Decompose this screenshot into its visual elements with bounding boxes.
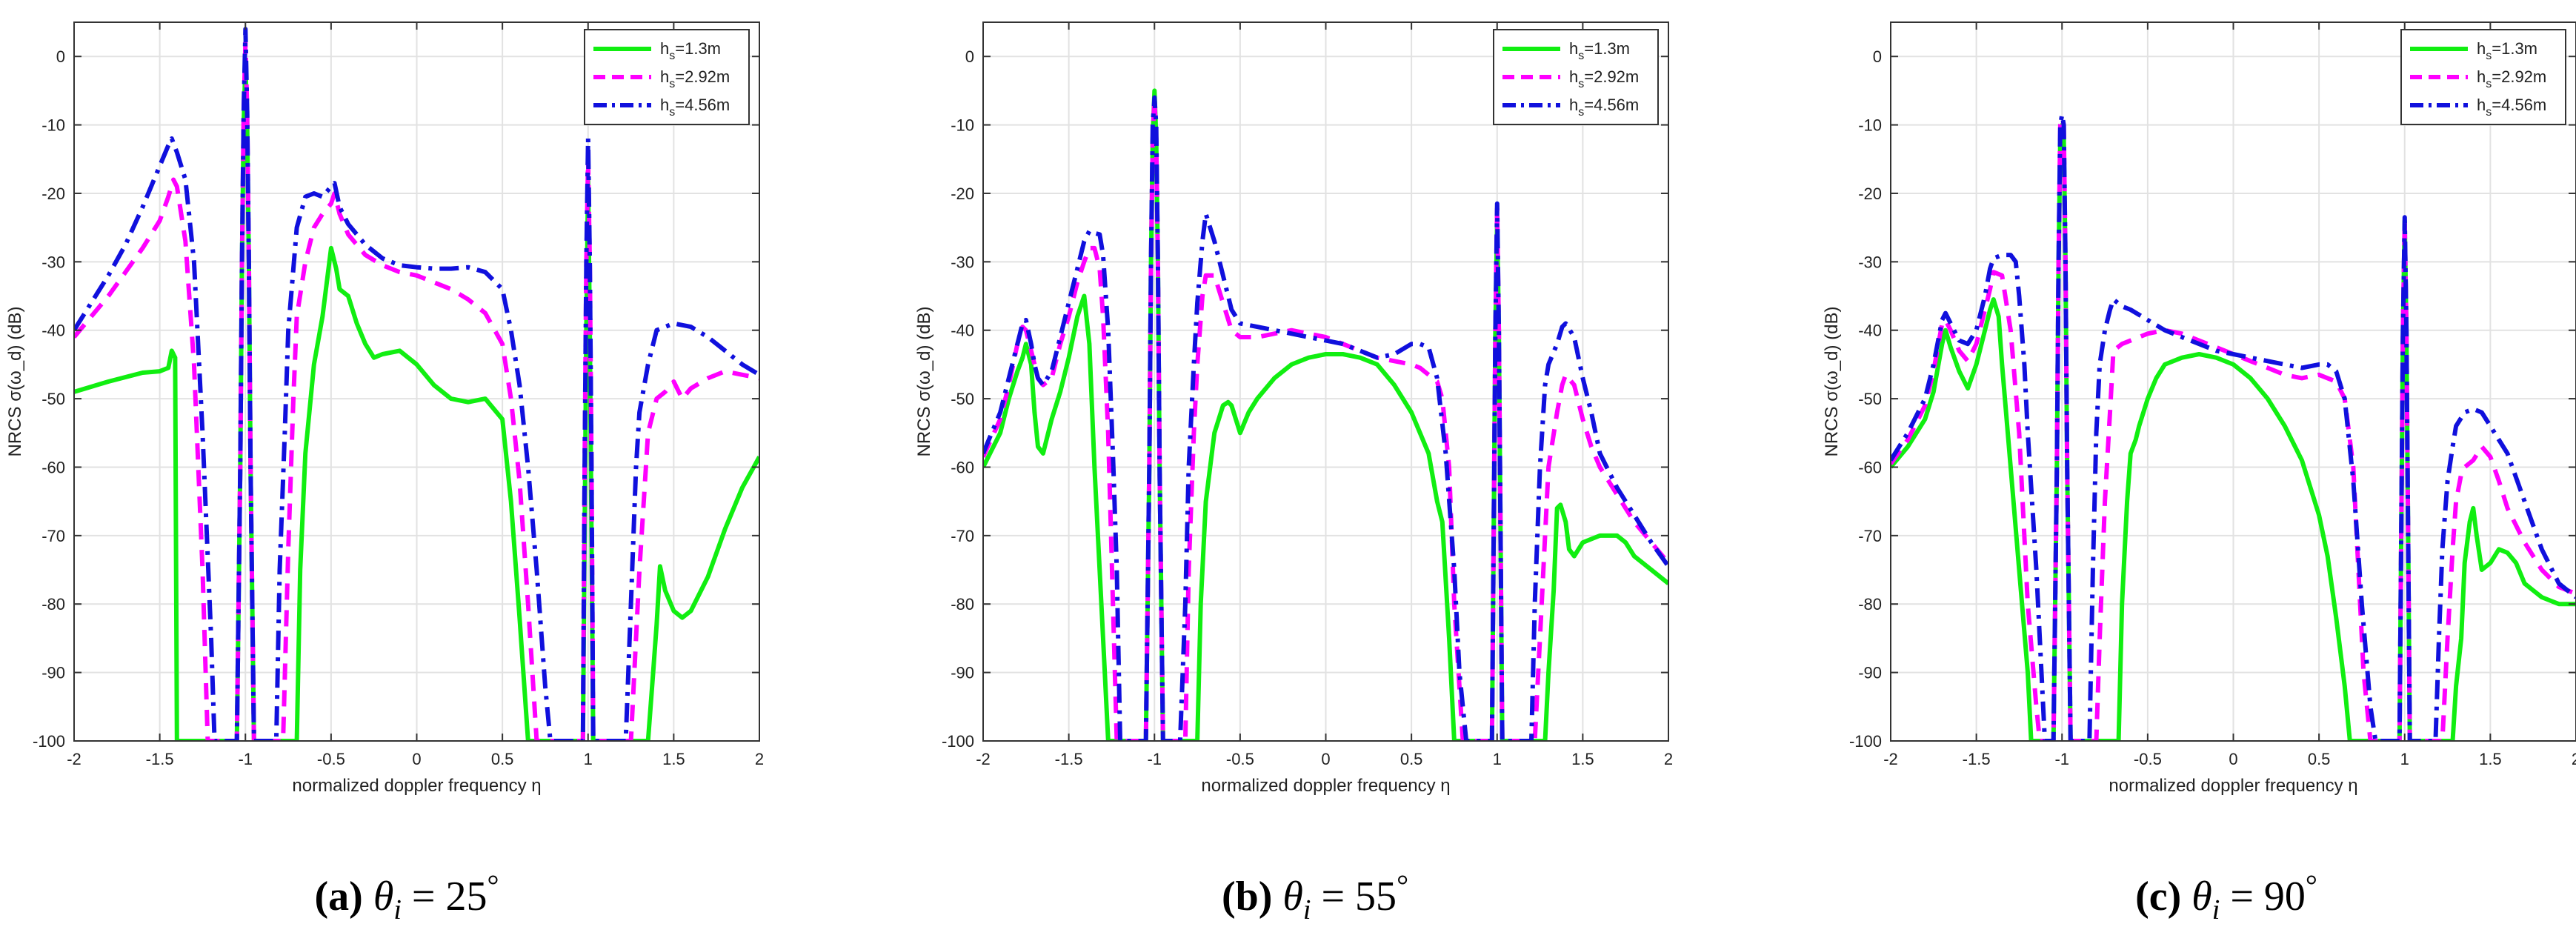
series-group bbox=[983, 88, 1668, 741]
series-line-3 bbox=[74, 27, 759, 741]
y-tick-label: -70 bbox=[41, 527, 65, 545]
y-tick-label: -80 bbox=[1858, 595, 1882, 614]
x-tick-label: 0 bbox=[2229, 750, 2237, 768]
x-tick-label: 0 bbox=[412, 750, 421, 768]
panel-caption: (a) θi = 25° bbox=[315, 868, 499, 925]
y-tick-label: -100 bbox=[33, 732, 65, 751]
y-tick-label: -30 bbox=[1858, 253, 1882, 271]
legend-label: hs=1.3m bbox=[1569, 39, 1630, 62]
y-tick-label: -70 bbox=[951, 527, 974, 545]
y-tick-label: -20 bbox=[951, 184, 974, 203]
x-tick-label: -2 bbox=[1883, 750, 1898, 768]
panel-caption: (c) θi = 90° bbox=[2135, 868, 2317, 925]
x-tick-label: -0.5 bbox=[1226, 750, 1254, 768]
series-line-1 bbox=[983, 88, 1668, 741]
x-tick-label: -0.5 bbox=[317, 750, 345, 768]
chart-panel-3: -2 -1.5 -1 -0.5 0 0.5 1 1.5 2 0 -10 -20 -30 -40 -50 -60… bbox=[1822, 21, 2576, 925]
x-tick-label: -0.5 bbox=[2134, 750, 2162, 768]
series-line-2 bbox=[1891, 116, 2576, 741]
legend-label: hs=4.56m bbox=[660, 96, 730, 119]
x-tick-label: 0.5 bbox=[2308, 750, 2331, 768]
y-tick-label: -20 bbox=[1858, 184, 1882, 203]
series-group bbox=[74, 27, 759, 741]
chart-panel-2: -2 -1.5 -1 -0.5 0 0.5 1 1.5 2 0 -10 -20 -30 -40 -50 -60… bbox=[914, 21, 1673, 925]
x-tick-label: 1.5 bbox=[1571, 750, 1594, 768]
x-tick-label: 1 bbox=[1493, 750, 1502, 768]
x-tick-label: 0.5 bbox=[1400, 750, 1423, 768]
x-tick-label: 1 bbox=[2400, 750, 2409, 768]
legend-label: hs=1.3m bbox=[660, 39, 721, 62]
x-tick-label: -2 bbox=[67, 750, 81, 768]
y-tick-label: -100 bbox=[942, 732, 974, 751]
x-tick-label: 2 bbox=[755, 750, 764, 768]
y-tick-label: -30 bbox=[951, 253, 974, 271]
y-tick-label: -20 bbox=[41, 184, 65, 203]
x-tick-label: 0.5 bbox=[491, 750, 514, 768]
y-tick-label: 0 bbox=[56, 47, 65, 66]
x-axis-label: normalized doppler frequency η bbox=[2109, 776, 2357, 796]
y-tick-label: -40 bbox=[41, 322, 65, 340]
legend: hs=1.3m hs=2.92m hs=4.56m bbox=[584, 29, 750, 125]
x-tick-label: 2 bbox=[1664, 750, 1673, 768]
y-tick-label: -100 bbox=[1849, 732, 1882, 751]
chart-panel-1: -2 -1.5 -1 -0.5 0 0.5 1 1.5 2 0 -10 -20 -30 -40 -50 -60… bbox=[5, 21, 764, 925]
y-tick-label: -60 bbox=[1858, 458, 1882, 476]
y-tick-label: -40 bbox=[951, 322, 974, 340]
x-tick-label: 1.5 bbox=[662, 750, 685, 768]
series-group bbox=[1891, 112, 2576, 741]
x-tick-label: -1.5 bbox=[1963, 750, 1991, 768]
y-tick-label: -90 bbox=[1858, 664, 1882, 682]
series-line-2 bbox=[983, 95, 1668, 741]
legend: hs=1.3m hs=2.92m hs=4.56m bbox=[1493, 29, 1659, 125]
x-axis-label: normalized doppler frequency η bbox=[292, 776, 541, 796]
y-tick-label: -10 bbox=[1858, 116, 1882, 135]
x-tick-label: 1.5 bbox=[2479, 750, 2502, 768]
y-axis-label: NRCS σ(ω_d) (dB) bbox=[914, 307, 934, 457]
legend-label: hs=1.3m bbox=[2477, 39, 2537, 62]
series-line-2 bbox=[74, 40, 759, 741]
legend-label: hs=2.92m bbox=[660, 67, 730, 90]
y-tick-label: 0 bbox=[965, 47, 974, 66]
legend-label: hs=2.92m bbox=[2477, 67, 2546, 90]
legend-label: hs=4.56m bbox=[1569, 96, 1639, 119]
legend-label: hs=2.92m bbox=[1569, 67, 1639, 90]
series-line-3 bbox=[983, 95, 1668, 741]
y-tick-label: -90 bbox=[41, 664, 65, 682]
x-tick-label: 0 bbox=[1321, 750, 1330, 768]
panel-caption: (b) θi = 55° bbox=[1222, 868, 1408, 925]
y-tick-label: -60 bbox=[41, 458, 65, 476]
x-tick-label: -1 bbox=[238, 750, 253, 768]
y-tick-label: -80 bbox=[951, 595, 974, 614]
x-tick-label: -1 bbox=[2054, 750, 2069, 768]
y-tick-label: -60 bbox=[951, 458, 974, 476]
x-tick-label: -2 bbox=[976, 750, 991, 768]
legend: hs=1.3m hs=2.92m hs=4.56m bbox=[2400, 29, 2566, 125]
y-tick-label: -40 bbox=[1858, 322, 1882, 340]
y-tick-label: 0 bbox=[1873, 47, 1882, 66]
y-tick-label: -80 bbox=[41, 595, 65, 614]
x-tick-label: -1 bbox=[1147, 750, 1162, 768]
y-tick-label: -90 bbox=[951, 664, 974, 682]
series-line-1 bbox=[1891, 122, 2576, 741]
x-axis-label: normalized doppler frequency η bbox=[1201, 776, 1450, 796]
y-tick-label: -30 bbox=[41, 253, 65, 271]
y-axis-label: NRCS σ(ω_d) (dB) bbox=[1822, 307, 1842, 457]
x-tick-label: 1 bbox=[584, 750, 593, 768]
legend-label: hs=4.56m bbox=[2477, 96, 2546, 119]
y-tick-label: -50 bbox=[41, 390, 65, 408]
y-tick-label: -10 bbox=[951, 116, 974, 135]
y-tick-label: -10 bbox=[41, 116, 65, 135]
y-tick-label: -70 bbox=[1858, 527, 1882, 545]
x-tick-label: -1.5 bbox=[146, 750, 174, 768]
series-line-3 bbox=[1891, 112, 2576, 741]
x-tick-label: -1.5 bbox=[1055, 750, 1083, 768]
x-tick-label: 2 bbox=[2572, 750, 2576, 768]
y-tick-label: -50 bbox=[951, 390, 974, 408]
y-tick-label: -50 bbox=[1858, 390, 1882, 408]
y-axis-label: NRCS σ(ω_d) (dB) bbox=[5, 307, 25, 457]
